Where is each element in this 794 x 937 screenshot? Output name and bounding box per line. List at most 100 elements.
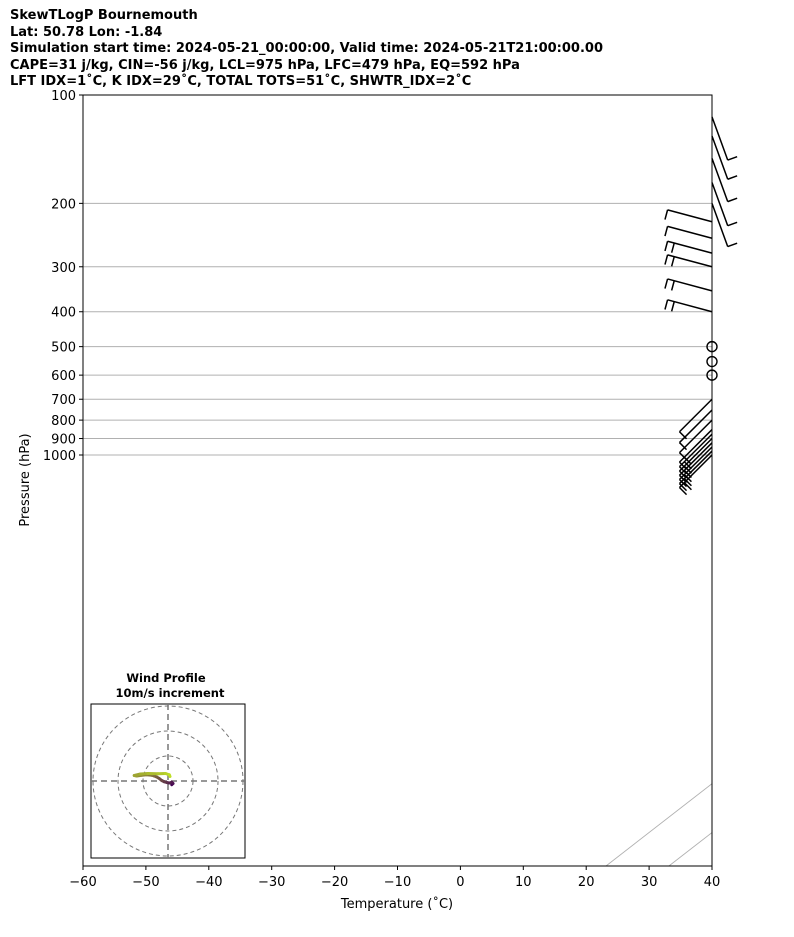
x-tick-label: 30: [641, 875, 658, 890]
barb-feather: [727, 242, 738, 248]
indices-line: LFT IDX=1˚C, K IDX=29˚C, TOTAL TOTS=51˚C…: [10, 74, 472, 89]
barb-staff: [667, 225, 713, 239]
barb-staff: [667, 299, 713, 313]
barb-staff: [667, 278, 713, 292]
barb-feather: [683, 478, 692, 487]
calm-circle: [706, 369, 718, 381]
barb-feather: [678, 431, 688, 440]
barb-staff: [711, 135, 729, 180]
barb-feather: [683, 482, 692, 491]
calm-circle: [706, 355, 718, 368]
barb-feather: [678, 474, 688, 483]
barb-feather: [678, 483, 688, 492]
barb-staff: [678, 450, 713, 485]
barb-feather: [683, 469, 692, 479]
barb-feather: [727, 221, 738, 227]
x-tick-label: −20: [321, 875, 348, 890]
x-tick-label: 20: [578, 875, 595, 890]
hodograph-segment: [167, 773, 172, 778]
barb-feather: [678, 486, 688, 496]
barb-feather: [670, 242, 675, 253]
wind-barb-200: [711, 203, 738, 248]
wind-barb-275: [664, 240, 713, 254]
x-tick-label: −60: [69, 875, 96, 890]
y-tick-label: 600: [51, 369, 76, 384]
wind-barbs: [664, 116, 738, 496]
barb-feather: [670, 301, 675, 312]
barb-feather: [664, 209, 669, 220]
barb-staff: [678, 437, 713, 472]
wind-barb-350: [664, 278, 713, 292]
barb-staff: [678, 442, 713, 476]
x-tick-label: 40: [704, 875, 721, 890]
location-line: Lat: 50.78 Lon: -1.84: [10, 24, 163, 40]
y-tick-label: 300: [51, 261, 76, 276]
y-tick-label: 800: [51, 414, 76, 429]
y-axis-label: Pressure (hPa): [18, 433, 33, 526]
barb-staff: [711, 182, 729, 226]
wind-profile-inset: Wind Profile 10m/s increment: [90, 671, 246, 859]
wind-barb-400: [664, 299, 713, 313]
barb-feather: [678, 461, 688, 470]
inset-ring: [117, 730, 219, 832]
wind-barb-225: [664, 209, 713, 223]
wind-barb-500: [706, 340, 718, 353]
barb-feather: [683, 474, 692, 483]
cape-line: CAPE=31 j/kg, CIN=-56 j/kg, LCL=975 hPa,…: [10, 57, 520, 73]
x-tick-label: −40: [195, 875, 222, 890]
barb-staff: [678, 446, 713, 481]
inset-title: Wind Profile: [126, 671, 206, 685]
y-tick-label: 200: [51, 197, 76, 212]
barb-feather: [664, 226, 669, 237]
chart-header: SkewTLogP Bournemouth Lat: 50.78 Lon: -1…: [10, 8, 603, 91]
barb-feather: [678, 442, 688, 451]
x-tick-label: 10: [515, 875, 532, 890]
barb-feather: [678, 466, 688, 475]
x-tick-label: 0: [456, 875, 464, 890]
background-lines: [83, 95, 794, 866]
x-tick-label: −30: [258, 875, 285, 890]
barb-staff: [678, 433, 713, 468]
barb-feather: [664, 278, 669, 289]
wind-barb-130: [711, 135, 738, 180]
barb-feather: [678, 452, 688, 461]
x-tick-label: −10: [384, 875, 411, 890]
barb-staff: [711, 203, 729, 247]
barb-staff: [667, 240, 713, 254]
inset-subtitle: 10m/s increment: [116, 686, 225, 700]
y-tick-label: 400: [51, 306, 76, 321]
wind-barb-925: [678, 442, 713, 483]
barb-staff: [667, 254, 713, 268]
axes: −60 −50 −40 −30 −20 −10 0 10 20 30 40 100 200 300 400 5…: [43, 89, 720, 890]
barb-feather: [727, 155, 738, 161]
wind-barb-700: [678, 398, 713, 440]
y-tick-label: 900: [51, 433, 76, 448]
barb-staff: [678, 454, 713, 489]
barb-feather: [664, 254, 669, 265]
inset-grid: [91, 704, 245, 858]
wind-barb-950: [678, 446, 713, 488]
barb-feather: [670, 280, 675, 291]
y-tick-label: 500: [51, 341, 76, 356]
wind-barb-150: [711, 158, 738, 203]
calm-circle: [706, 340, 718, 353]
barb-feather: [727, 175, 738, 180]
wind-barb-975: [678, 450, 713, 492]
wind-barb-175: [711, 182, 738, 227]
wind-barb-300: [664, 254, 713, 268]
time-line: Simulation start time: 2024-05-21_00:00:…: [10, 41, 603, 56]
barb-feather: [678, 478, 688, 488]
isotherm--130: [732, 95, 794, 866]
wind-barb-1000: [678, 454, 713, 496]
y-tick-label: 1000: [43, 449, 76, 464]
x-tick-label: −50: [132, 875, 159, 890]
wind-barb-550: [706, 355, 718, 368]
barb-staff: [711, 158, 729, 202]
barb-feather: [683, 461, 692, 470]
barb-staff: [667, 209, 713, 223]
wind-barb-115: [711, 116, 738, 161]
wind-barb-250: [664, 225, 713, 239]
chart-title: SkewTLogP Bournemouth: [10, 8, 198, 23]
barb-feather: [727, 197, 738, 203]
